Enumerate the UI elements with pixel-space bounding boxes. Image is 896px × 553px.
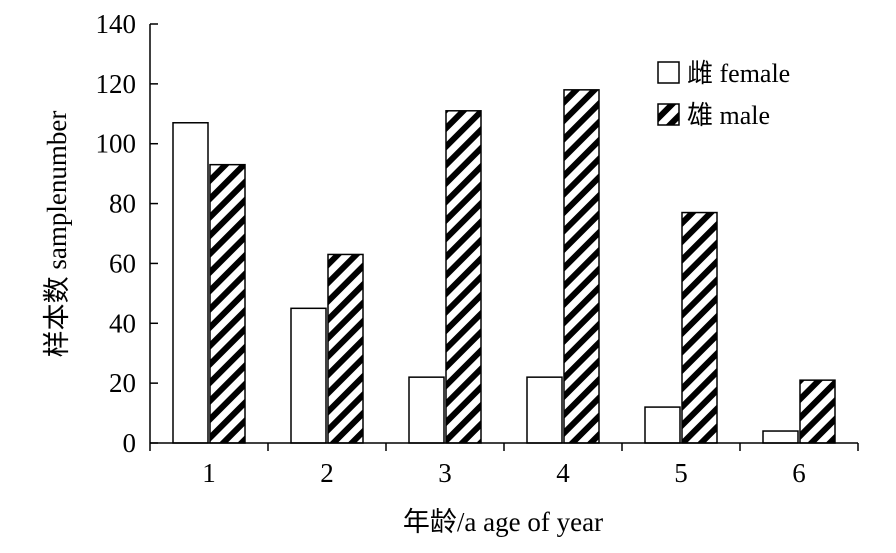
y-tick-label: 140 bbox=[96, 9, 137, 39]
legend-swatch-male bbox=[657, 103, 680, 126]
male-bar-5 bbox=[681, 211, 718, 444]
y-tick-label: 100 bbox=[96, 129, 137, 159]
y-tick-label: 40 bbox=[109, 308, 136, 338]
legend-label-male: 雄 male bbox=[687, 101, 770, 130]
y-tick-label: 20 bbox=[109, 368, 136, 398]
plot-area bbox=[172, 89, 836, 444]
x-tick-label: 3 bbox=[438, 458, 452, 488]
male-bar-6 bbox=[799, 379, 836, 444]
female-bar-2 bbox=[290, 307, 327, 444]
male-bar-3 bbox=[445, 110, 482, 444]
female-bar-4 bbox=[526, 376, 563, 444]
male-bar-1 bbox=[209, 163, 246, 444]
x-tick-label: 2 bbox=[320, 458, 334, 488]
y-tick-label: 80 bbox=[109, 189, 136, 219]
female-bar-3 bbox=[408, 376, 445, 444]
male-bar-2 bbox=[327, 253, 364, 444]
x-axis-title: 年龄/a age of year bbox=[403, 507, 603, 537]
x-tick-label: 4 bbox=[556, 458, 570, 488]
female-bar-5 bbox=[644, 406, 681, 444]
female-bar-6 bbox=[762, 430, 799, 444]
x-tick-label: 6 bbox=[792, 458, 806, 488]
legend-swatch-female bbox=[657, 61, 680, 84]
legend-label-female: 雌 female bbox=[687, 59, 790, 88]
y-tick-label: 60 bbox=[109, 248, 136, 278]
y-tick-label: 120 bbox=[96, 69, 137, 99]
x-tick-label: 5 bbox=[674, 458, 688, 488]
x-tick-label: 1 bbox=[202, 458, 216, 488]
male-bar-4 bbox=[563, 89, 600, 444]
y-axis-title: 样本数 samplenumber bbox=[42, 111, 72, 358]
y-tick-label: 0 bbox=[123, 428, 137, 458]
legend: 雌 female 雄 male bbox=[657, 59, 790, 130]
axes: 0 20 40 60 80 100 120 140 1 2 3 4 5 6 bbox=[96, 9, 859, 488]
female-bar-1 bbox=[172, 122, 209, 444]
